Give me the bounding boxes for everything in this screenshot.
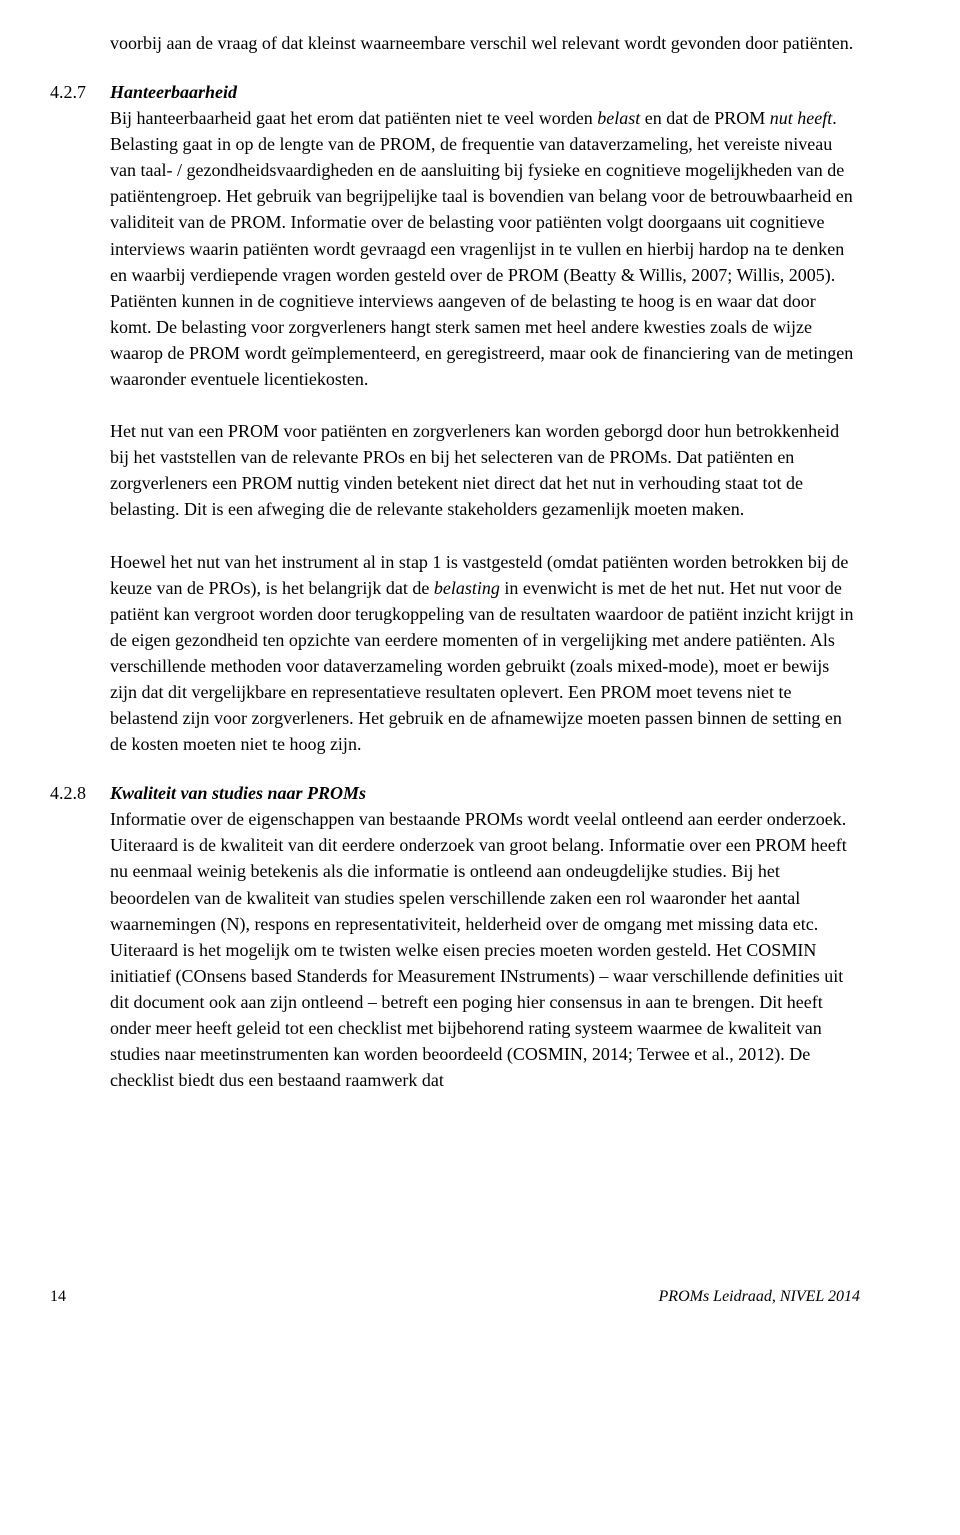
text-run: en dat de PROM	[640, 108, 770, 128]
section-427-p3: Hoewel het nut van het instrument al in …	[110, 549, 860, 758]
page-number: 14	[50, 1288, 66, 1306]
text-run: in evenwicht is met de het nut. Het nut …	[110, 578, 853, 755]
italic-belast: belast	[597, 108, 640, 128]
section-427-p2: Het nut van een PROM voor patiënten en z…	[110, 418, 860, 522]
intro-paragraph: voorbij aan de vraag of dat kleinst waar…	[110, 30, 860, 56]
section-header: 4.2.7 Hanteerbaarheid	[110, 82, 860, 103]
section-title: Kwaliteit van studies naar PROMs	[110, 783, 366, 804]
section-428-p1: Informatie over de eigenschappen van bes…	[110, 806, 860, 1093]
section-427: 4.2.7 Hanteerbaarheid Bij hanteerbaarhei…	[110, 82, 860, 757]
footer-text: PROMs Leidraad, NIVEL 2014	[659, 1288, 860, 1306]
section-header: 4.2.8 Kwaliteit van studies naar PROMs	[110, 783, 860, 804]
section-title: Hanteerbaarheid	[110, 82, 237, 103]
text-run: Bij hanteerbaarheid gaat het erom dat pa…	[110, 108, 597, 128]
italic-nut-heeft: nut heeft	[770, 108, 832, 128]
text-run: . Belasting gaat in op de lengte van de …	[110, 108, 853, 389]
section-428: 4.2.8 Kwaliteit van studies naar PROMs I…	[110, 783, 860, 1093]
italic-belasting: belasting	[434, 578, 500, 598]
section-427-p1: Bij hanteerbaarheid gaat het erom dat pa…	[110, 105, 860, 392]
footer: 14 PROMs Leidraad, NIVEL 2014	[50, 1288, 860, 1306]
section-number: 4.2.7	[50, 82, 110, 103]
section-number: 4.2.8	[50, 783, 110, 804]
